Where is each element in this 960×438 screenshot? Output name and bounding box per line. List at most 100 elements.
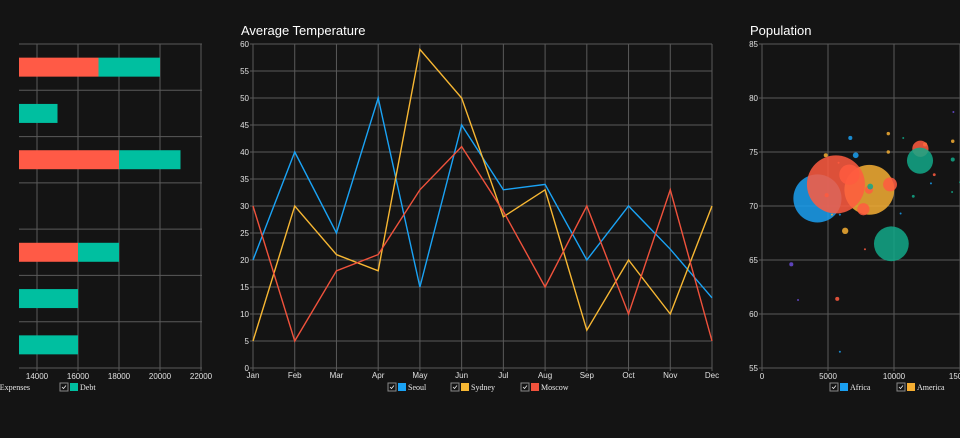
x-tick-label: 14000 <box>26 372 49 381</box>
y-tick-label: 60 <box>749 310 758 319</box>
bar-expenses[interactable] <box>0 57 99 77</box>
bubble[interactable] <box>863 248 866 251</box>
y-tick-label: 55 <box>240 67 249 76</box>
bubble[interactable] <box>824 193 829 198</box>
bubble[interactable] <box>906 147 934 174</box>
legend-checkbox[interactable] <box>387 382 397 392</box>
x-tick-label: 18000 <box>108 372 131 381</box>
legend-swatch <box>907 383 915 391</box>
bubble[interactable] <box>857 203 870 216</box>
x-tick-label: Mar <box>330 371 344 380</box>
bubble-america[interactable] <box>951 139 955 143</box>
y-tick-label: 5 <box>245 337 250 346</box>
legend-swatch <box>531 383 539 391</box>
legend-checkbox[interactable] <box>450 382 460 392</box>
x-tick-label: 0 <box>760 372 765 381</box>
bar-expenses[interactable] <box>0 242 78 262</box>
bar-expenses[interactable] <box>0 150 119 170</box>
check-icon <box>61 385 67 390</box>
bubble-africa[interactable] <box>838 350 841 353</box>
legend-item-america[interactable]: America <box>896 382 945 392</box>
bubble[interactable] <box>789 262 794 267</box>
x-tick-label: Feb <box>288 371 302 380</box>
bubble-africa[interactable] <box>848 135 853 140</box>
bubble[interactable] <box>883 177 897 192</box>
legend-label-expenses[interactable]: Expenses <box>0 383 30 392</box>
bubble[interactable] <box>911 194 915 198</box>
x-tick-label: Dec <box>705 371 719 380</box>
y-tick-label: 60 <box>240 40 249 49</box>
bubble-africa[interactable] <box>838 213 841 216</box>
legend-item-debt[interactable]: Debt <box>59 382 96 392</box>
check-icon <box>452 385 458 390</box>
x-tick-label: Jan <box>247 371 260 380</box>
y-tick-label: 25 <box>240 229 249 238</box>
legend-checkbox[interactable] <box>896 382 906 392</box>
bubble[interactable] <box>837 161 840 164</box>
legend: Africa America <box>829 382 945 392</box>
bubble[interactable] <box>835 296 840 301</box>
x-tick-label: 16000 <box>67 372 90 381</box>
line-sydney[interactable] <box>252 47 713 342</box>
y-tick-label: 35 <box>240 175 249 184</box>
bar-debt[interactable] <box>98 57 161 77</box>
bubble[interactable] <box>806 155 865 214</box>
legend: Expenses Debt <box>0 382 96 392</box>
bubble[interactable] <box>797 298 800 301</box>
legend-item-africa[interactable]: Africa <box>829 382 871 392</box>
y-tick-label: 0 <box>245 364 250 373</box>
line-seoul[interactable] <box>252 95 713 299</box>
legend: Seoul Sydney Moscow <box>387 382 569 392</box>
bar-debt[interactable] <box>119 150 181 170</box>
legend-item-sydney[interactable]: Sydney <box>450 382 495 392</box>
legend-label: Debt <box>80 383 96 392</box>
bubble[interactable] <box>873 226 909 262</box>
x-tick-label: Jul <box>498 371 508 380</box>
bar-debt[interactable] <box>0 335 78 355</box>
bubble-africa[interactable] <box>899 212 902 215</box>
bar-debt[interactable] <box>0 289 78 309</box>
bubble-america[interactable] <box>841 227 849 235</box>
x-tick-label: 15000 <box>949 372 960 381</box>
y-tick-label: 55 <box>749 364 758 373</box>
legend-label: Moscow <box>541 383 569 392</box>
bubble-america[interactable] <box>823 153 828 158</box>
bubble[interactable] <box>950 157 955 162</box>
x-tick-label: Nov <box>663 371 677 380</box>
bubble[interactable] <box>867 183 874 190</box>
legend-label: America <box>917 383 945 392</box>
bubble-america[interactable] <box>886 150 891 154</box>
bubble-africa[interactable] <box>852 152 859 159</box>
x-tick-label: 10000 <box>883 372 906 381</box>
y-tick-label: 85 <box>749 40 758 49</box>
x-tick-label: 5000 <box>819 372 837 381</box>
bubble[interactable] <box>839 164 860 185</box>
legend-label: Africa <box>850 383 871 392</box>
check-icon <box>389 385 395 390</box>
y-tick-label: 10 <box>240 310 249 319</box>
x-tick-label: May <box>412 371 427 380</box>
bubble[interactable] <box>902 136 905 139</box>
bar-debt[interactable] <box>0 103 58 123</box>
legend-item-moscow[interactable]: Moscow <box>520 382 569 392</box>
line-moscow[interactable] <box>252 145 713 343</box>
x-tick-label: Oct <box>622 371 635 380</box>
legend-swatch <box>840 383 848 391</box>
legend-item-seoul[interactable]: Seoul <box>387 382 427 392</box>
legend-checkbox[interactable] <box>59 382 69 392</box>
bubble[interactable] <box>952 111 955 114</box>
bubble-america[interactable] <box>886 131 891 136</box>
legend-swatch <box>461 383 469 391</box>
bubble-africa[interactable] <box>929 182 932 185</box>
legend-checkbox[interactable] <box>829 382 839 392</box>
y-tick-label: 70 <box>749 202 758 211</box>
legend-checkbox[interactable] <box>520 382 530 392</box>
bubble-america[interactable] <box>830 213 833 216</box>
legend-swatch <box>398 383 406 391</box>
bar-debt[interactable] <box>78 242 119 262</box>
y-tick-label: 20 <box>240 256 249 265</box>
bubble[interactable] <box>932 173 936 177</box>
bubble[interactable] <box>951 190 954 193</box>
x-tick-label: 22000 <box>190 372 213 381</box>
